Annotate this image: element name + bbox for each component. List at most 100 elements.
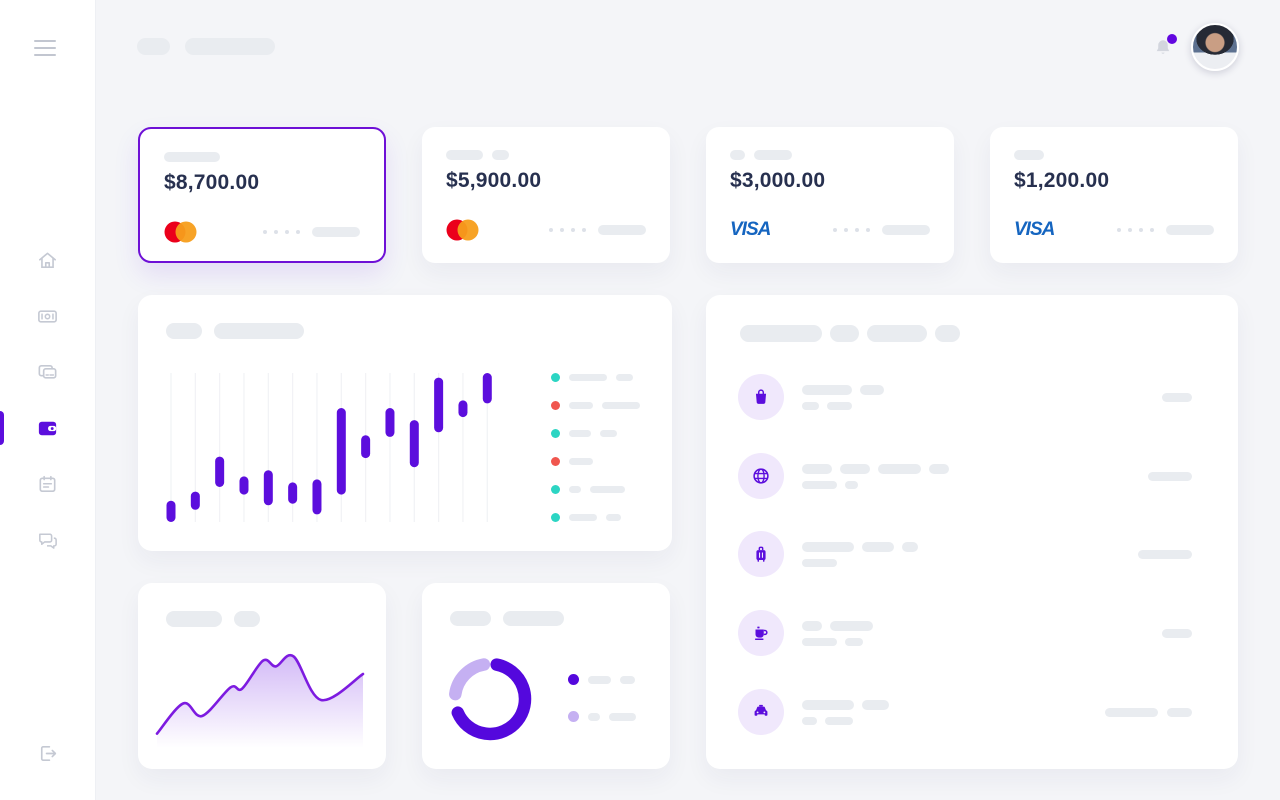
skeleton-pill xyxy=(1162,392,1192,402)
masked-card-number xyxy=(833,224,930,235)
legend-item xyxy=(551,512,621,522)
transactions-panel xyxy=(706,295,1238,769)
globe-icon xyxy=(753,468,769,484)
calendar-icon xyxy=(39,475,56,492)
balance-card-3[interactable]: $3,000.00 VISA xyxy=(706,127,954,263)
skeleton-pill xyxy=(137,38,170,55)
skeleton-pill xyxy=(1167,707,1192,717)
sidebar-item-money[interactable] xyxy=(0,296,95,336)
skeleton-pill xyxy=(569,401,593,409)
chat-icon xyxy=(39,533,57,549)
skeleton-pill xyxy=(569,457,593,465)
candlestick-chart xyxy=(166,373,492,522)
legend-item xyxy=(551,456,593,466)
skeleton-pill xyxy=(616,373,633,381)
skeleton-pill xyxy=(730,150,745,160)
cards-icon xyxy=(38,364,57,379)
donut-title-skeleton xyxy=(450,611,564,626)
skeleton-pill xyxy=(840,463,870,474)
transaction-row[interactable] xyxy=(738,689,1192,735)
area-chart xyxy=(155,653,365,748)
skeleton-pill xyxy=(802,463,832,474)
legend-dot xyxy=(551,372,560,382)
skeleton-pill xyxy=(1105,707,1158,717)
skeleton-pill xyxy=(569,485,581,493)
mastercard-logo xyxy=(164,221,197,242)
sidebar-item-wallet[interactable] xyxy=(0,408,95,448)
sidebar-item-cards[interactable] xyxy=(0,352,95,392)
balance-card-2[interactable]: $5,900.00 xyxy=(422,127,670,263)
card-balance: $1,200.00 xyxy=(1014,169,1110,192)
skeleton-pill xyxy=(185,38,275,55)
skeleton-pill xyxy=(825,716,853,725)
skeleton-pill xyxy=(214,323,304,339)
legend-dot xyxy=(551,456,560,466)
skeleton-pill xyxy=(590,485,625,493)
skeleton-pill xyxy=(830,325,859,342)
skeleton-pill xyxy=(588,675,611,684)
skeleton-pill xyxy=(234,611,260,627)
skeleton-pill xyxy=(860,384,884,395)
sidebar-item-calendar[interactable] xyxy=(0,464,95,504)
skeleton-pill xyxy=(312,226,360,237)
transaction-category-icon xyxy=(738,374,784,420)
balance-card-1[interactable]: $8,700.00 xyxy=(138,127,386,263)
skeleton-pill xyxy=(754,150,792,160)
transaction-amount-skeleton xyxy=(1162,628,1192,638)
transactions-header-skeleton xyxy=(740,325,960,342)
notifications-bell-icon[interactable] xyxy=(1150,34,1177,62)
skeleton-pill xyxy=(569,429,591,437)
transaction-row[interactable] xyxy=(738,531,1192,577)
skeleton-pill xyxy=(740,325,822,342)
sidebar-item-logout[interactable] xyxy=(0,733,95,773)
sidebar-item-home[interactable] xyxy=(0,240,95,280)
menu-icon[interactable] xyxy=(34,40,56,56)
skeleton-pill xyxy=(164,152,220,162)
skeleton-pill xyxy=(569,373,607,381)
skeleton-pill xyxy=(446,150,483,160)
skeleton-pill xyxy=(929,463,949,474)
card-balance: $5,900.00 xyxy=(446,169,542,192)
skeleton-pill xyxy=(598,224,646,235)
skeleton-pill xyxy=(845,480,858,489)
legend-dot xyxy=(551,512,560,522)
donut-chart xyxy=(449,658,532,741)
skeleton-pill xyxy=(882,224,930,235)
transaction-row[interactable] xyxy=(738,374,1192,420)
skeleton-pill xyxy=(935,325,960,342)
donut-chart-panel xyxy=(422,583,670,769)
legend-dot xyxy=(551,400,560,410)
donut-legend-item xyxy=(568,674,635,685)
sidebar-item-chat[interactable] xyxy=(0,520,95,560)
skeleton-pill xyxy=(569,513,597,521)
transaction-amount-skeleton xyxy=(1105,707,1192,717)
legend-dot xyxy=(568,711,579,722)
notification-badge xyxy=(1167,34,1177,44)
transaction-category-icon xyxy=(738,531,784,577)
legend-dot xyxy=(551,484,560,494)
coffee-icon xyxy=(754,626,768,640)
balance-card-4[interactable]: $1,200.00 VISA xyxy=(990,127,1238,263)
skeleton-pill xyxy=(802,637,837,646)
skeleton-pill xyxy=(802,716,817,725)
skeleton-pill xyxy=(600,429,617,437)
user-avatar[interactable] xyxy=(1191,23,1239,71)
legend-item xyxy=(551,484,625,494)
skeleton-pill xyxy=(1148,471,1192,481)
skeleton-pill xyxy=(802,384,852,395)
taxi-icon xyxy=(754,704,768,716)
legend-item xyxy=(551,428,617,438)
bell-icon xyxy=(1156,39,1170,54)
transaction-row[interactable] xyxy=(738,453,1192,499)
balance-chart-panel xyxy=(138,295,672,551)
legend-item xyxy=(551,400,640,410)
visa-logo: VISA xyxy=(730,218,771,240)
trend-title-skeleton xyxy=(166,611,260,627)
legend-item xyxy=(551,372,633,382)
transaction-category-icon xyxy=(738,453,784,499)
skeleton-pill xyxy=(802,401,819,410)
transaction-row[interactable] xyxy=(738,610,1192,656)
skeleton-pill xyxy=(166,323,202,339)
masked-card-number xyxy=(263,226,360,237)
money-icon xyxy=(38,309,57,323)
